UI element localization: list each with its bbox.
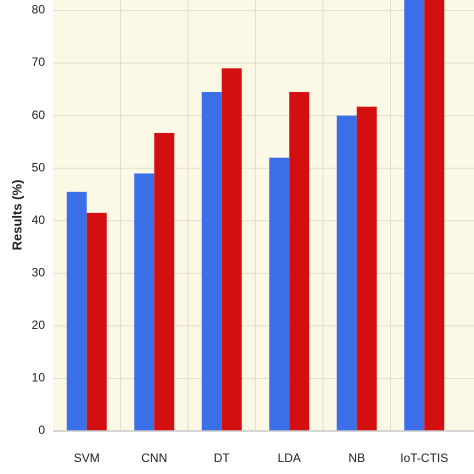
bar: [221, 68, 242, 431]
y-tick-label: 20: [32, 318, 46, 332]
y-tick-label: 60: [32, 108, 46, 122]
y-tick-label: 0: [38, 423, 45, 437]
bar: [404, 0, 425, 431]
bar: [356, 106, 377, 431]
y-tick-label: 70: [32, 55, 46, 69]
y-tick-label: 50: [32, 160, 46, 174]
bar: [154, 132, 175, 431]
x-tick-label: NB: [348, 451, 365, 465]
bar: [134, 173, 155, 431]
bar: [336, 115, 357, 431]
y-tick-label: 40: [32, 213, 46, 227]
bar: [66, 191, 87, 431]
x-tick-label: SVM: [74, 451, 100, 465]
bar: [201, 91, 222, 431]
x-tick-label: LDA: [278, 451, 301, 465]
x-tick-label: CNN: [141, 451, 167, 465]
x-tick-label: DT: [214, 451, 231, 465]
bar: [289, 91, 310, 431]
y-axis-label: Results (%): [9, 180, 24, 251]
y-tick-label: 10: [32, 371, 46, 385]
x-tick-label: IoT-CTIS: [400, 451, 448, 465]
bar: [269, 157, 290, 431]
bar: [86, 212, 107, 431]
plot-area: [53, 0, 474, 431]
y-tick-label: 30: [32, 265, 46, 279]
y-tick-label: 80: [32, 3, 46, 17]
bar: [424, 0, 445, 431]
